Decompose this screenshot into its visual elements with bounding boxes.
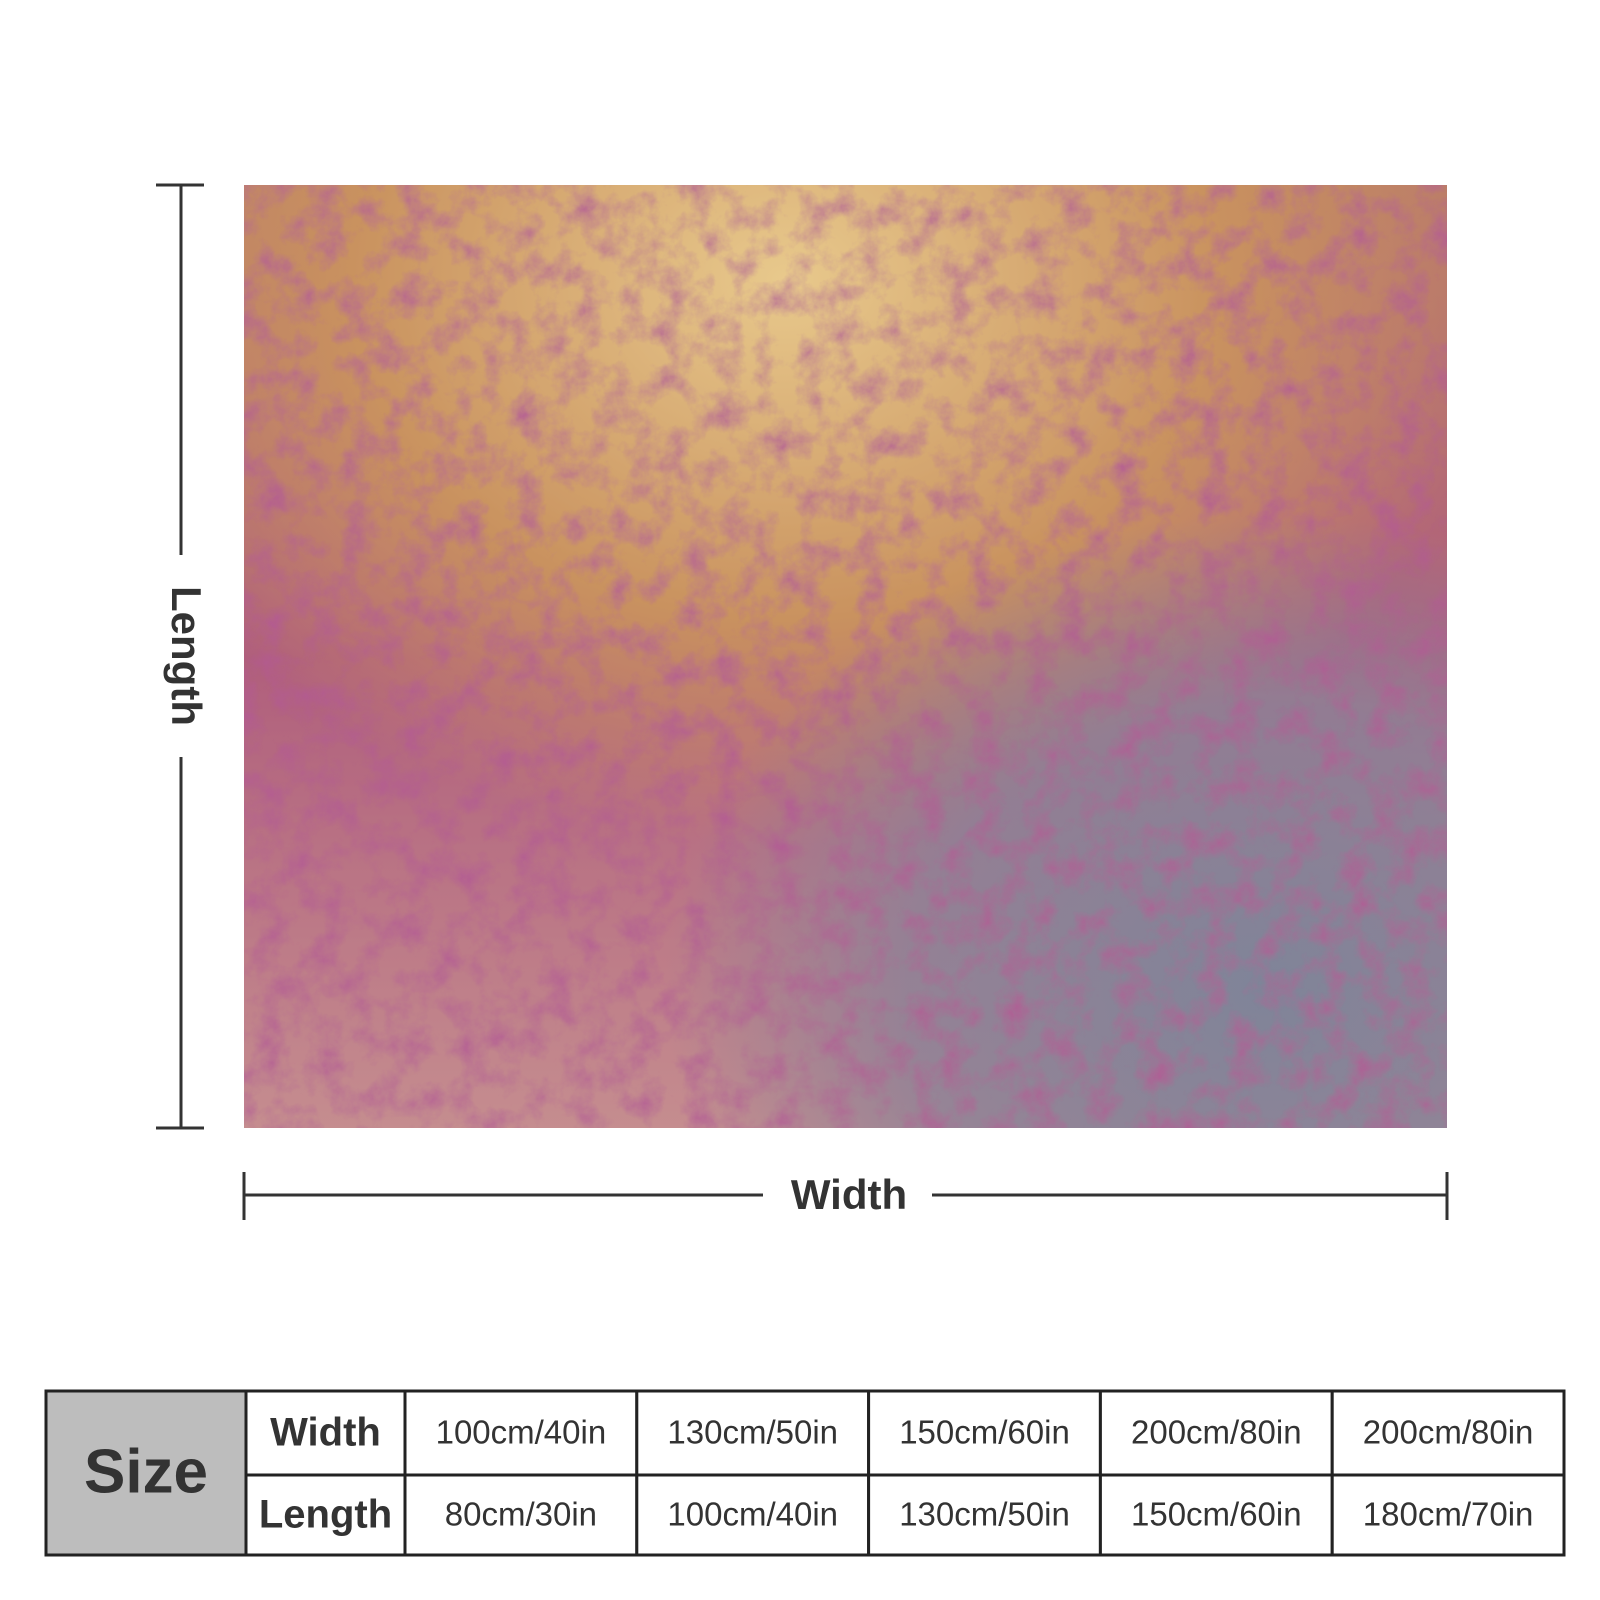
size-value: 130cm/50in — [899, 1496, 1070, 1533]
size-cell — [1098, 1473, 1334, 1557]
width-label: Width — [791, 1171, 907, 1218]
row-label-cell — [244, 1473, 407, 1557]
size-cell — [867, 1473, 1102, 1557]
size-value: 100cm/40in — [436, 1414, 607, 1451]
size-cell — [1098, 1389, 1334, 1477]
size-cell — [635, 1473, 871, 1557]
size-value: 180cm/70in — [1363, 1496, 1534, 1533]
size-value: 100cm/40in — [667, 1496, 838, 1533]
size-value: 80cm/30in — [445, 1496, 597, 1533]
size-value: 150cm/60in — [899, 1414, 1070, 1451]
size-header: Size — [84, 1437, 208, 1506]
length-label: Length — [163, 586, 210, 726]
blanket-print — [244, 185, 1447, 1128]
size-value: 130cm/50in — [667, 1414, 838, 1451]
size-value: 200cm/80in — [1363, 1414, 1534, 1451]
width-indicator — [242, 1172, 1449, 1220]
row-label: Width — [270, 1411, 381, 1455]
row-label: Length — [259, 1493, 392, 1537]
size-table: Size Width 100cm/40in 130cm/50in 150cm/60in 2… — [44, 1389, 1566, 1557]
length-indicator — [156, 183, 204, 1130]
size-value: 150cm/60in — [1131, 1496, 1302, 1533]
size-value: 200cm/80in — [1131, 1414, 1302, 1451]
size-cell — [1330, 1389, 1566, 1477]
size-cell — [1330, 1473, 1566, 1557]
